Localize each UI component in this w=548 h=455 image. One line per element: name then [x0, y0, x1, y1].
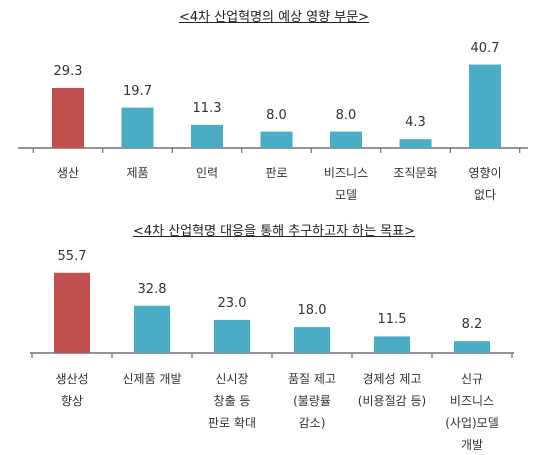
chart-title: <4차 산업혁명의 예상 영향 부문> [178, 10, 370, 25]
value-label: 29.3 [53, 63, 83, 79]
bar [454, 341, 490, 353]
x-tick-label: 신규 비즈니스 (사업)모델 개발 [445, 372, 499, 452]
chart-title: <4차 산업혁명 대응을 통해 추구하고자 하는 목표> [132, 224, 416, 239]
value-label: 55.7 [57, 248, 87, 264]
value-label: 19.7 [123, 83, 152, 99]
bar [54, 272, 90, 353]
bar [374, 336, 410, 353]
value-label: 8.0 [266, 107, 287, 123]
bar [134, 305, 170, 353]
x-tick-label: 경제성 제고 (비용절감 등) [357, 372, 427, 408]
x-tick-label: 생산성 향상 [55, 372, 89, 408]
bar [260, 131, 293, 148]
x-tick-label: 판로 [265, 166, 288, 180]
bar [399, 139, 432, 148]
value-label: 23.0 [217, 295, 247, 311]
x-tick-label: 신제품 개발 [122, 372, 182, 386]
x-tick-label: 비즈니스 모델 [323, 166, 369, 202]
bar [294, 327, 330, 353]
bar [214, 319, 250, 353]
value-label: 32.8 [137, 281, 167, 297]
value-label: 8.0 [335, 107, 357, 123]
x-tick-label: 신시장 창출 등 판로 확대 [208, 372, 256, 430]
value-label: 18.0 [297, 303, 327, 319]
value-label: 8.2 [461, 317, 483, 333]
value-label: 40.7 [470, 40, 500, 56]
bar [52, 87, 84, 148]
value-label: 4.3 [405, 115, 426, 131]
x-tick-label: 영향이 없다 [468, 166, 502, 202]
value-label: 11.3 [192, 100, 222, 116]
bar [121, 107, 154, 148]
value-label: 11.5 [377, 312, 407, 328]
x-tick-label: 생산 [56, 166, 80, 180]
x-tick-label: 인력 [195, 166, 219, 180]
x-tick-label: 제품 [126, 166, 149, 180]
x-tick-label: 조직문화 [393, 166, 438, 180]
bar [330, 131, 362, 148]
bar [469, 64, 501, 148]
bar [191, 124, 223, 148]
x-tick-label: 품질 제고 (불량률 감소) [288, 372, 336, 430]
